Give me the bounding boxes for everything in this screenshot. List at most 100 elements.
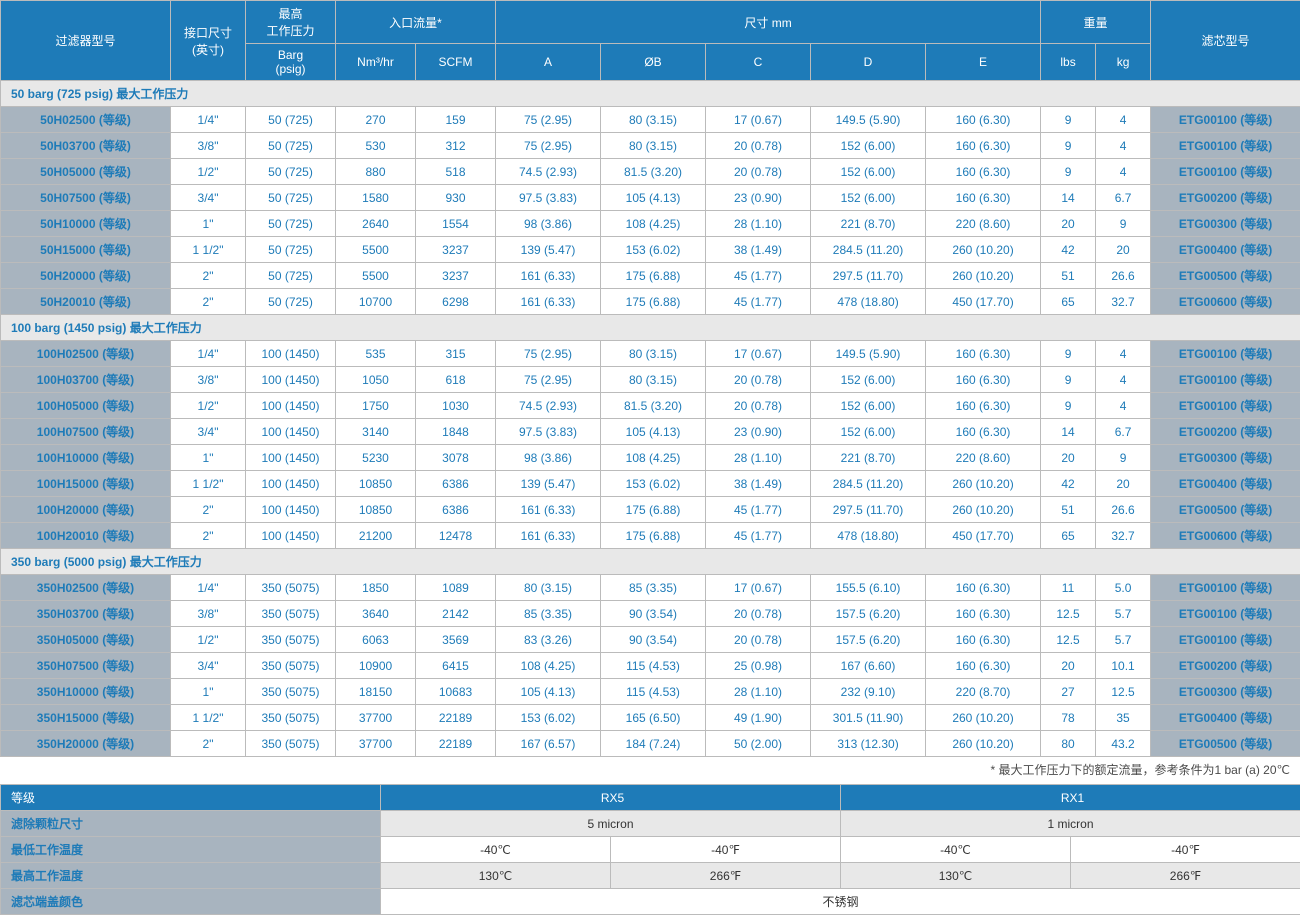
cell-d: 284.5 (11.20) <box>811 471 926 497</box>
cell-e: 260 (10.20) <box>926 731 1041 757</box>
hdr-dim: 尺寸 mm <box>496 1 1041 44</box>
cell-model: 50H02500 (等级) <box>1 107 171 133</box>
cell-press: 350 (5075) <box>246 653 336 679</box>
grade-value: 130℃ <box>381 863 611 889</box>
cell-port: 1/4" <box>171 107 246 133</box>
cell-nm3: 270 <box>336 107 416 133</box>
grade-value: 266℉ <box>611 863 841 889</box>
cell-lbs: 9 <box>1041 341 1096 367</box>
cell-d: 297.5 (11.70) <box>811 497 926 523</box>
cell-press: 100 (1450) <box>246 523 336 549</box>
cell-press: 100 (1450) <box>246 393 336 419</box>
cell-lbs: 9 <box>1041 367 1096 393</box>
cell-c: 20 (0.78) <box>706 133 811 159</box>
grade-value: -40℃ <box>841 837 1071 863</box>
cell-e: 220 (8.70) <box>926 679 1041 705</box>
cell-model: 50H05000 (等级) <box>1 159 171 185</box>
cell-kg: 12.5 <box>1096 679 1151 705</box>
cell-port: 2" <box>171 289 246 315</box>
cell-model: 350H10000 (等级) <box>1 679 171 705</box>
table-row: 100H07500 (等级)3/4"100 (1450)3140184897.5… <box>1 419 1300 445</box>
cell-c: 49 (1.90) <box>706 705 811 731</box>
filter-spec-table: 过滤器型号 接口尺寸 (英寸) 最高 工作压力 入口流量* 尺寸 mm 重量 滤… <box>0 0 1300 757</box>
cell-e: 260 (10.20) <box>926 497 1041 523</box>
cell-c: 25 (0.98) <box>706 653 811 679</box>
cell-element: ETG00500 (等级) <box>1151 497 1300 523</box>
hdr-lbs: lbs <box>1041 44 1096 81</box>
cell-kg: 4 <box>1096 367 1151 393</box>
cell-b: 80 (3.15) <box>601 133 706 159</box>
grade-row: 滤除颗粒尺寸5 micron1 micron <box>1 811 1300 837</box>
cell-d: 232 (9.10) <box>811 679 926 705</box>
cell-c: 17 (0.67) <box>706 107 811 133</box>
grade-row: 滤芯端盖颜色不锈钢 <box>1 889 1300 915</box>
cell-element: ETG00400 (等级) <box>1151 237 1300 263</box>
cell-element: ETG00300 (等级) <box>1151 445 1300 471</box>
cell-c: 17 (0.67) <box>706 341 811 367</box>
cell-lbs: 9 <box>1041 159 1096 185</box>
cell-c: 20 (0.78) <box>706 159 811 185</box>
cell-port: 1" <box>171 211 246 237</box>
table-row: 50H02500 (等级)1/4"50 (725)27015975 (2.95)… <box>1 107 1300 133</box>
cell-model: 50H20010 (等级) <box>1 289 171 315</box>
cell-b: 105 (4.13) <box>601 185 706 211</box>
hdr-c: C <box>706 44 811 81</box>
cell-nm3: 1050 <box>336 367 416 393</box>
cell-e: 220 (8.60) <box>926 445 1041 471</box>
table-row: 350H15000 (等级)1 1/2"350 (5075)3770022189… <box>1 705 1300 731</box>
cell-nm3: 1850 <box>336 575 416 601</box>
cell-e: 160 (6.30) <box>926 367 1041 393</box>
cell-c: 45 (1.77) <box>706 497 811 523</box>
table-row: 100H15000 (等级)1 1/2"100 (1450)1085063861… <box>1 471 1300 497</box>
cell-press: 50 (725) <box>246 289 336 315</box>
cell-a: 80 (3.15) <box>496 575 601 601</box>
cell-b: 175 (6.88) <box>601 263 706 289</box>
cell-d: 221 (8.70) <box>811 445 926 471</box>
cell-nm3: 18150 <box>336 679 416 705</box>
cell-port: 1/2" <box>171 627 246 653</box>
cell-b: 105 (4.13) <box>601 419 706 445</box>
cell-element: ETG00600 (等级) <box>1151 523 1300 549</box>
cell-nm3: 2640 <box>336 211 416 237</box>
cell-nm3: 10700 <box>336 289 416 315</box>
cell-port: 3/4" <box>171 653 246 679</box>
cell-press: 100 (1450) <box>246 471 336 497</box>
cell-kg: 26.6 <box>1096 497 1151 523</box>
cell-scfm: 12478 <box>416 523 496 549</box>
cell-press: 50 (725) <box>246 211 336 237</box>
cell-lbs: 14 <box>1041 419 1096 445</box>
hdr-weight: 重量 <box>1041 1 1151 44</box>
cell-lbs: 12.5 <box>1041 601 1096 627</box>
cell-port: 3/4" <box>171 419 246 445</box>
cell-e: 160 (6.30) <box>926 185 1041 211</box>
cell-a: 97.5 (3.83) <box>496 419 601 445</box>
cell-nm3: 880 <box>336 159 416 185</box>
cell-e: 260 (10.20) <box>926 263 1041 289</box>
cell-scfm: 1030 <box>416 393 496 419</box>
cell-e: 160 (6.30) <box>926 133 1041 159</box>
cell-model: 350H20000 (等级) <box>1 731 171 757</box>
cell-scfm: 10683 <box>416 679 496 705</box>
grade-value: -40℃ <box>381 837 611 863</box>
cell-press: 50 (725) <box>246 159 336 185</box>
table-row: 50H10000 (等级)1"50 (725)2640155498 (3.86)… <box>1 211 1300 237</box>
cell-port: 1/2" <box>171 393 246 419</box>
cell-d: 152 (6.00) <box>811 419 926 445</box>
cell-d: 284.5 (11.20) <box>811 237 926 263</box>
cell-kg: 26.6 <box>1096 263 1151 289</box>
cell-b: 108 (4.25) <box>601 445 706 471</box>
cell-port: 1 1/2" <box>171 705 246 731</box>
section-header: 100 barg (1450 psig) 最大工作压力 <box>1 315 1300 341</box>
cell-c: 45 (1.77) <box>706 263 811 289</box>
cell-nm3: 530 <box>336 133 416 159</box>
cell-kg: 5.0 <box>1096 575 1151 601</box>
cell-port: 1" <box>171 679 246 705</box>
table-row: 350H20000 (等级)2"350 (5075)3770022189167 … <box>1 731 1300 757</box>
section-header: 50 barg (725 psig) 最大工作压力 <box>1 81 1300 107</box>
cell-nm3: 5500 <box>336 237 416 263</box>
cell-element: ETG00200 (等级) <box>1151 185 1300 211</box>
grade-hdr-rx5: RX5 <box>381 785 841 811</box>
section-header: 350 barg (5000 psig) 最大工作压力 <box>1 549 1300 575</box>
grade-value: 不锈钢 <box>381 889 1300 915</box>
cell-d: 157.5 (6.20) <box>811 601 926 627</box>
